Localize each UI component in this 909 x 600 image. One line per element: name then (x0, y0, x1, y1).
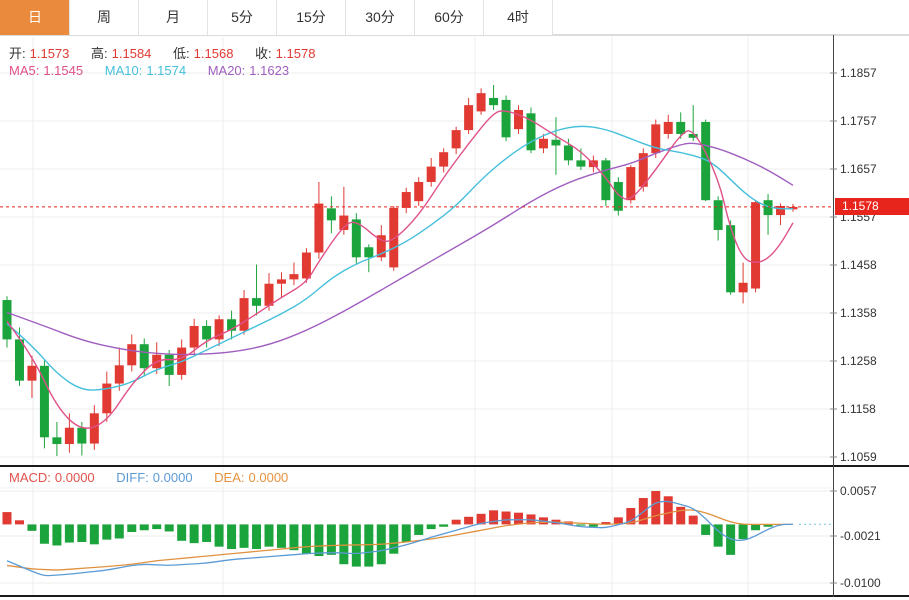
ma-readout: MA5: 1.1545 MA10: 1.1574 MA20: 1.1623 (9, 63, 293, 78)
macd-histogram (2, 491, 773, 567)
axis-tick-label: 1.1757 (840, 114, 877, 128)
ohlc-readout: 开: 1.1573 高: 1.1584 低: 1.1568 收: 1.1578 (9, 43, 319, 62)
dea-line (6, 509, 793, 571)
axis-tick-label: 1.1158 (840, 402, 876, 416)
ma20-label: MA20: (207, 63, 246, 78)
ma5-value: 1.1545 (43, 63, 84, 78)
ma5-line (6, 110, 794, 429)
ma10-line (6, 125, 793, 391)
tab-5min[interactable]: 5分 (207, 0, 277, 35)
dea-label: DEA: (214, 470, 245, 485)
axis-tick-label: -0.0100 (840, 576, 881, 590)
diff-line (6, 500, 793, 577)
ma10-value: 1.1574 (146, 63, 187, 78)
axis-tick-label: 1.1358 (840, 306, 877, 320)
tab-15min[interactable]: 15分 (276, 0, 346, 35)
current-price-badge: 1.1578 (835, 198, 909, 215)
axis-tick-label: 1.1857 (840, 66, 877, 80)
diff-value: 0.0000 (152, 470, 193, 485)
diff-label: DIFF: (116, 470, 149, 485)
ma10-label: MA10: (104, 63, 143, 78)
open-label: 开: (9, 46, 26, 61)
price-axis: 1.18571.17571.16571.15571.14581.13581.12… (830, 66, 881, 590)
close-label: 收: (255, 46, 272, 61)
tab-week[interactable]: 周 (69, 0, 139, 35)
period-tab-bar: 日 周 月 5分 15分 30分 60分 4时 (0, 0, 909, 35)
low-label: 低: (173, 46, 190, 61)
dea-value: 0.0000 (248, 470, 289, 485)
axis-tick-label: 1.1458 (840, 258, 877, 272)
tab-4hour[interactable]: 4时 (483, 0, 553, 35)
high-value: 1.1584 (111, 46, 152, 61)
tab-day[interactable]: 日 (0, 0, 70, 35)
axis-tick-label: 1.1059 (840, 450, 877, 464)
tab-60min[interactable]: 60分 (414, 0, 484, 35)
macd-value: 0.0000 (54, 470, 95, 485)
axis-tick-label: 1.1258 (840, 354, 877, 368)
macd-readout: MACD: 0.0000 DIFF: 0.0000 DEA: 0.0000 (9, 470, 292, 485)
axis-tick-label: 1.1657 (840, 162, 877, 176)
macd-label: MACD: (9, 470, 51, 485)
tab-30min[interactable]: 30分 (345, 0, 415, 35)
ma20-line (6, 142, 794, 356)
axis-tick-label: 0.0057 (840, 484, 877, 498)
candles-layer (2, 85, 798, 457)
open-value: 1.1573 (29, 46, 70, 61)
high-label: 高: (91, 46, 108, 61)
close-value: 1.1578 (275, 46, 316, 61)
tab-month[interactable]: 月 (138, 0, 208, 35)
low-value: 1.1568 (193, 46, 234, 61)
ma20-value: 1.1623 (249, 63, 290, 78)
axis-tick-label: -0.0021 (840, 529, 881, 543)
grid-layer (0, 35, 909, 595)
ma5-label: MA5: (9, 63, 40, 78)
